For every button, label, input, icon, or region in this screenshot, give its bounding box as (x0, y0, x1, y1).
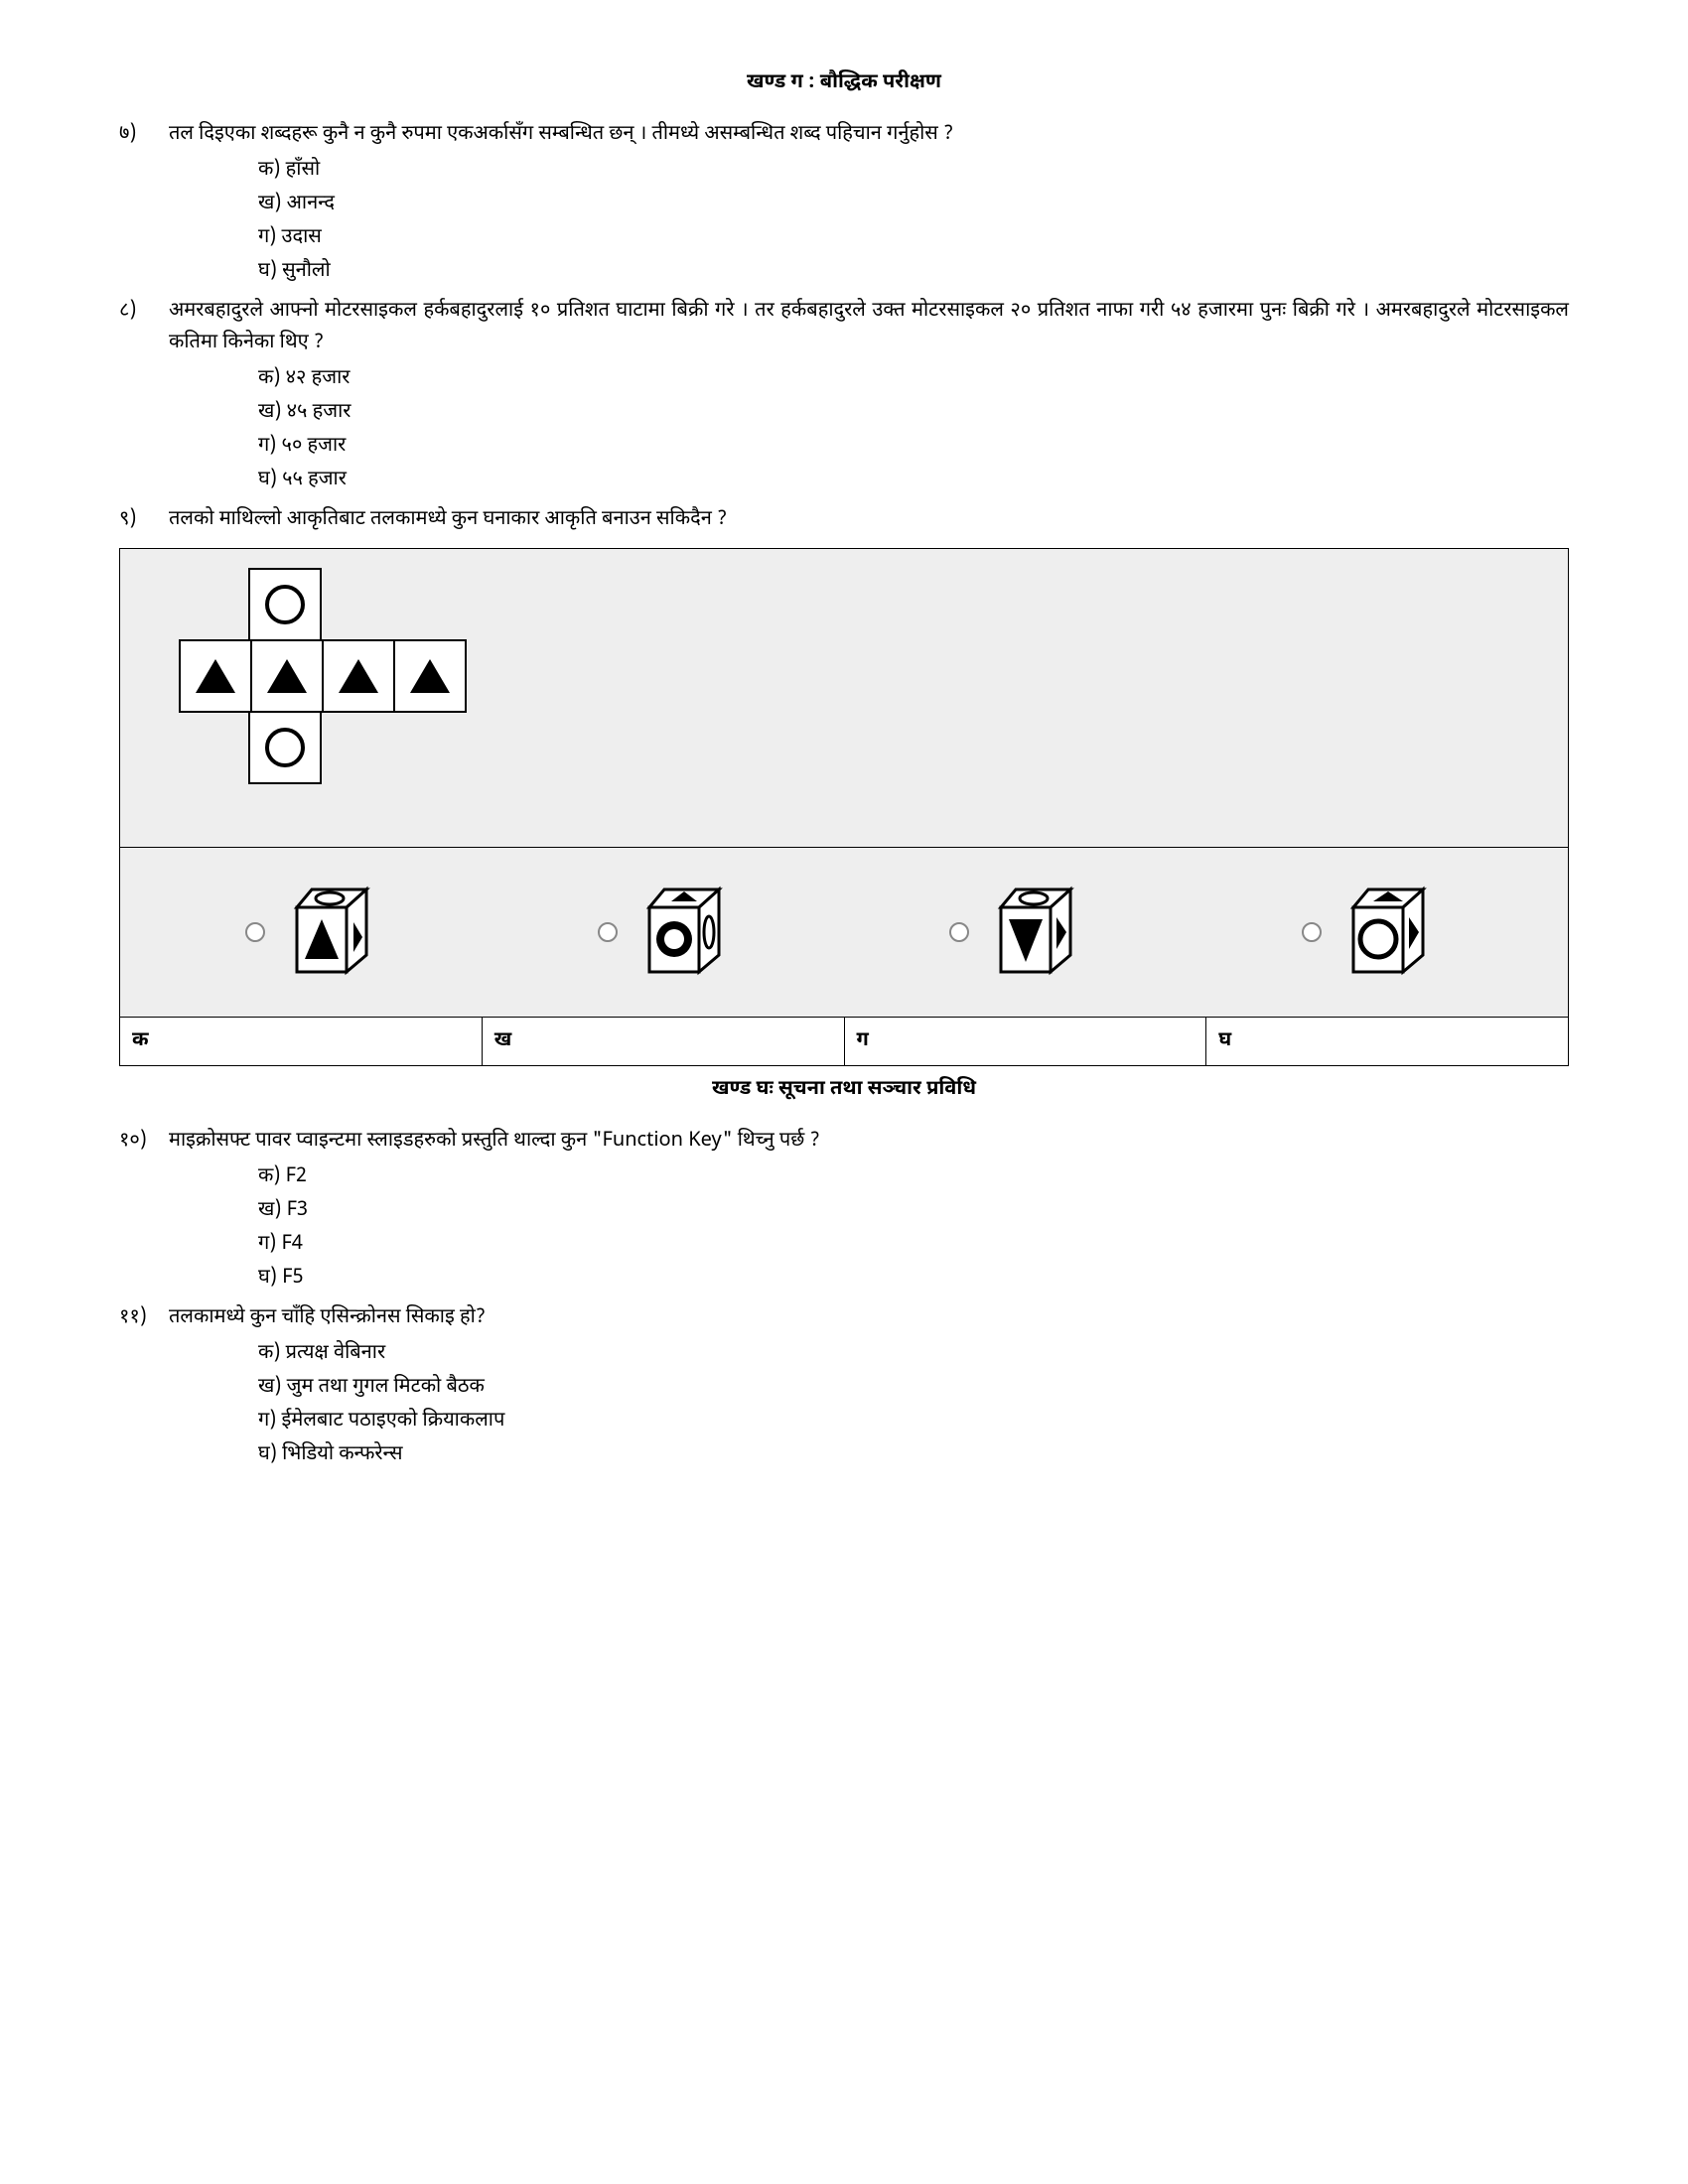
q11-opt-c: ग) ईमेलबाट पठाइएको क्रियाकलाप (258, 1406, 1569, 1437)
question-10: १०) माइक्रोसफ्ट पावर प्वाइन्टमा स्लाइडहर… (119, 1126, 1569, 1158)
q9-text: तलको माथिल्लो आकृतिबाट तलकामध्ये कुन घना… (169, 504, 1569, 536)
net-face-triangle (179, 639, 252, 713)
q7-opt-b: ख) आनन्द (258, 189, 1569, 220)
cube-d-icon (1334, 878, 1443, 987)
q11-opt-d: घ) भिडियो कन्फरेन्स (258, 1439, 1569, 1471)
radio-icon (949, 922, 969, 942)
net-face-triangle (393, 639, 467, 713)
q10-options: क) F2 ख) F3 ग) F4 घ) F5 (258, 1161, 1569, 1295)
q7-opt-a: क) हाँसो (258, 155, 1569, 187)
q10-text: माइक्रोसफ्ट पावर प्वाइन्टमा स्लाइडहरुको … (169, 1126, 1569, 1158)
cube-options-panel (120, 848, 1568, 1018)
q10-opt-b: ख) F3 (258, 1195, 1569, 1227)
cube-option-c (949, 878, 1090, 987)
cube-option-b (598, 878, 739, 987)
section-d-title: खण्ड घः सूचना तथा सञ्चार प्रविधि (119, 1074, 1569, 1106)
q11-text: तलकामध्ये कुन चाँहि एसिन्क्रोनस सिकाइ हो… (169, 1302, 1569, 1334)
cube-a-icon (277, 878, 386, 987)
q9-number: ९) (119, 504, 169, 536)
question-11: ११) तलकामध्ये कुन चाँहि एसिन्क्रोनस सिका… (119, 1302, 1569, 1334)
q10-opt-c: ग) F4 (258, 1229, 1569, 1261)
q10-opt-d: घ) F5 (258, 1263, 1569, 1295)
radio-icon (598, 922, 618, 942)
q8-opt-c: ग) ५० हजार (258, 431, 1569, 463)
q11-options: क) प्रत्यक्ष वेबिनार ख) जुम तथा गुगल मिट… (258, 1338, 1569, 1471)
q9-figure: क ख ग घ (119, 548, 1569, 1066)
q8-opt-d: घ) ५५ हजार (258, 465, 1569, 496)
q8-options: क) ४२ हजार ख) ४५ हजार ग) ५० हजार घ) ५५ ह… (258, 363, 1569, 496)
cube-net-panel (120, 549, 1568, 848)
q9-label-d: घ (1206, 1018, 1568, 1065)
q7-opt-c: ग) उदास (258, 222, 1569, 254)
q11-opt-a: क) प्रत्यक्ष वेबिनार (258, 1338, 1569, 1370)
q11-opt-b: ख) जुम तथा गुगल मिटको बैठक (258, 1372, 1569, 1404)
q10-opt-a: क) F2 (258, 1161, 1569, 1193)
q9-labels: क ख ग घ (120, 1018, 1568, 1065)
q7-opt-d: घ) सुनौलो (258, 256, 1569, 288)
net-face-triangle (250, 639, 324, 713)
cube-b-icon (630, 878, 739, 987)
net-face-circle (248, 568, 322, 641)
q11-number: ११) (119, 1302, 169, 1334)
q9-label-b: ख (483, 1018, 845, 1065)
net-face-circle (248, 711, 322, 784)
q8-opt-b: ख) ४५ हजार (258, 397, 1569, 429)
question-7: ७) तल दिइएका शब्दहरू कुनै न कुनै रुपमा ए… (119, 119, 1569, 151)
net-face-triangle (322, 639, 395, 713)
cube-option-a (245, 878, 386, 987)
q8-opt-a: क) ४२ हजार (258, 363, 1569, 395)
q7-text: तल दिइएका शब्दहरू कुनै न कुनै रुपमा एकअर… (169, 119, 1569, 151)
q10-number: १०) (119, 1126, 169, 1158)
q7-options: क) हाँसो ख) आनन्द ग) उदास घ) सुनौलो (258, 155, 1569, 288)
q7-number: ७) (119, 119, 169, 151)
cube-c-icon (981, 878, 1090, 987)
radio-icon (245, 922, 265, 942)
q8-number: ८) (119, 296, 169, 359)
cube-option-d (1302, 878, 1443, 987)
question-8: ८) अमरबहादुरले आफ्नो मोटरसाइकल हर्कबहादु… (119, 296, 1569, 359)
radio-icon (1302, 922, 1322, 942)
q8-text: अमरबहादुरले आफ्नो मोटरसाइकल हर्कबहादुरला… (169, 296, 1569, 359)
section-c-title: खण्ड ग : बौद्धिक परीक्षण (119, 68, 1569, 99)
q9-label-a: क (120, 1018, 483, 1065)
cube-net (180, 569, 466, 783)
question-9: ९) तलको माथिल्लो आकृतिबाट तलकामध्ये कुन … (119, 504, 1569, 536)
q9-label-c: ग (845, 1018, 1207, 1065)
